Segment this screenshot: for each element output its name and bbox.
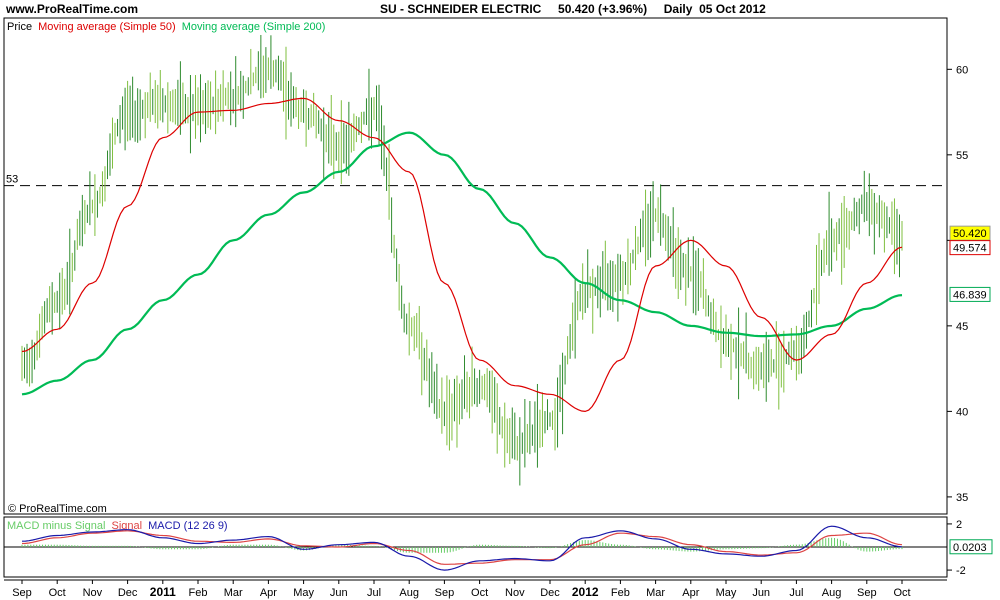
y-tick-label: 60 (956, 64, 968, 76)
legend-macd-hist: MACD minus Signal (7, 520, 105, 532)
site-name: www.ProRealTime.com (6, 2, 139, 16)
copyright: © ProRealTime.com (8, 503, 107, 515)
ma50-line (21, 97, 903, 413)
x-tick-label: Oct (471, 587, 488, 599)
legend-macd: MACD (12 26 9) (148, 520, 227, 532)
x-tick-label: Oct (49, 587, 66, 599)
x-tick-label: Jul (367, 587, 381, 599)
x-tick-label: Dec (118, 587, 138, 599)
x-tick-label: Nov (505, 587, 525, 599)
legend-ma50: Moving average (Simple 50) (38, 21, 176, 33)
legend-price: Price (7, 21, 32, 33)
macd-y-tick-label: -2 (956, 565, 966, 577)
macd-legend: MACD minus Signal Signal MACD (12 26 9) (7, 520, 228, 532)
legend-ma200: Moving average (Simple 200) (182, 21, 326, 33)
macd-badge: 0.0203 (953, 542, 987, 554)
ma200-badge-bg (949, 286, 991, 302)
x-tick-label: Apr (682, 587, 699, 599)
ma200-line (21, 131, 903, 396)
x-tick-label: Feb (611, 587, 630, 599)
x-tick-label: May (716, 587, 737, 599)
x-tick-label: Mar (646, 587, 665, 599)
x-tick-label: May (293, 587, 314, 599)
y-tick-label: 55 (956, 150, 968, 162)
x-tick-label: Sep (857, 587, 877, 599)
x-tick-label: Mar (224, 587, 243, 599)
y-tick-label: 35 (956, 492, 968, 504)
x-tick-label: Sep (435, 587, 455, 599)
last-price-badge: 50.420 (953, 228, 987, 240)
x-tick-label: Feb (189, 587, 208, 599)
reference-line-label: 53 (6, 174, 18, 186)
y-tick-label: 45 (956, 321, 968, 333)
price-panel-frame (3, 17, 948, 515)
x-tick-label: Aug (399, 587, 419, 599)
x-tick-label: Jul (789, 587, 803, 599)
x-tick-label: Sep (12, 587, 32, 599)
ma50-badge-bg (949, 240, 991, 256)
macd-badge-bg (949, 539, 993, 555)
macd-y-tick-label: 2 (956, 519, 962, 531)
macd-signal-line (21, 530, 903, 565)
legend-macd-signal: Signal (111, 520, 142, 532)
x-tick-label: Apr (260, 587, 277, 599)
x-tick-label: Aug (822, 587, 842, 599)
y-tick-label: 40 (956, 406, 968, 418)
x-tick-label: Nov (83, 587, 103, 599)
ma50-badge: 49.574 (953, 243, 987, 255)
x-tick-label: 2012 (572, 585, 599, 599)
price-legend: Price Moving average (Simple 50) Moving … (7, 21, 325, 33)
x-tick-label: Jun (330, 587, 348, 599)
x-tick-label: 2011 (150, 585, 176, 599)
ma200-badge: 46.839 (953, 289, 987, 301)
chart-title: SU - SCHNEIDER ELECTRIC 50.420 (+3.96%) … (380, 2, 766, 16)
x-tick-label: Dec (540, 587, 560, 599)
x-tick-label: Oct (893, 587, 910, 599)
macd-line (21, 525, 903, 571)
x-tick-label: Jun (752, 587, 770, 599)
